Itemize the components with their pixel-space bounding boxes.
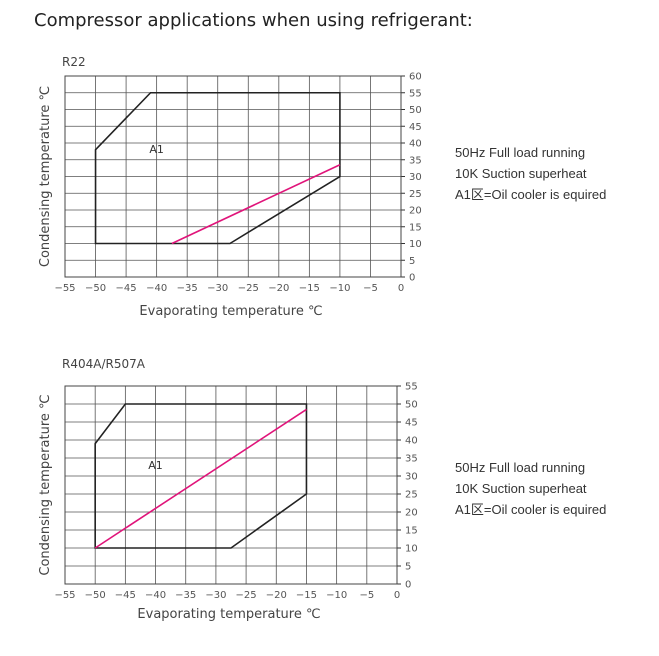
x-tick-label: −30: [205, 590, 226, 601]
x-tick-label: −25: [238, 283, 259, 294]
y-tick-label: 55: [409, 88, 422, 99]
operating-envelope: [94, 403, 308, 549]
x-tick-label: −55: [54, 283, 75, 294]
y-tick-label: 30: [409, 172, 422, 183]
y-tick-label: 35: [409, 155, 422, 166]
y-tick-label: 25: [405, 490, 418, 501]
chart-2: −55 −50 −45 −40 −35 −30 −25 −20 −15 −10 −5 00510152…: [38, 357, 418, 622]
y-tick-label: 25: [409, 189, 422, 200]
x-tick-label: −10: [329, 283, 350, 294]
note-item: A1区=Oil cooler is equired: [455, 502, 607, 517]
x-tick-label: −50: [85, 283, 106, 294]
x-tick-label: −40: [146, 283, 167, 294]
note-item: 50Hz Full load running: [455, 145, 586, 160]
y-tick-label: 45: [405, 418, 418, 429]
note-item: 50Hz Full load running: [455, 460, 586, 475]
page-title: Compressor applications when using refri…: [34, 10, 473, 31]
operating-envelope: [94, 91, 341, 245]
y-tick-label: 55: [405, 382, 418, 393]
x-tick-label: −15: [299, 283, 320, 294]
y-tick-label: 15: [405, 526, 418, 537]
plot-frame: [64, 75, 402, 278]
x-tick-label: −20: [268, 283, 289, 294]
y-tick-label: 5: [405, 562, 411, 573]
x-tick-label: −35: [177, 283, 198, 294]
x-tick-label: −50: [85, 590, 106, 601]
note-item: A1区=Oil cooler is equired: [455, 187, 607, 202]
chart-2-notes: 50Hz Full load running 10K Suction super…: [455, 457, 606, 520]
note-item: 10K Suction superheat: [455, 481, 587, 496]
y-tick-label: 45: [409, 122, 422, 133]
x-tick-label: −40: [145, 590, 166, 601]
oil-cooler-line: [171, 164, 341, 245]
y-tick-label: 40: [405, 436, 418, 447]
x-tick-label: −20: [266, 590, 287, 601]
region-label: A1: [149, 143, 164, 156]
y-axis-title: Condensing temperature ℃: [38, 86, 53, 267]
oil-cooler-line: [94, 408, 307, 549]
x-tick-label: −5: [363, 283, 378, 294]
x-axis-title: Evaporating temperature ℃: [139, 304, 322, 319]
y-tick-label: 60: [409, 72, 422, 83]
y-tick-label: 5: [409, 256, 415, 267]
y-tick-label: 35: [405, 454, 418, 465]
x-tick-label: −35: [175, 590, 196, 601]
refrigerant-label: R22: [62, 55, 86, 69]
y-tick-label: 40: [409, 139, 422, 150]
x-tick-label: −45: [115, 590, 136, 601]
chart-1: −55 −50 −45 −40 −35 −30 −25 −20 −15 −10 −5 00510152…: [38, 55, 422, 319]
y-tick-label: 50: [405, 400, 418, 411]
y-tick-label: 10: [409, 239, 422, 250]
x-tick-label: −55: [54, 590, 75, 601]
chart-1-notes: 50Hz Full load running 10K Suction super…: [455, 142, 606, 205]
x-tick-label: 0: [394, 590, 400, 601]
x-tick-label: −10: [326, 590, 347, 601]
x-tick-label: −25: [236, 590, 257, 601]
y-axis-title: Condensing temperature ℃: [38, 394, 53, 575]
y-tick-label: 20: [405, 508, 418, 519]
plot-frame: [64, 385, 398, 585]
y-tick-label: 30: [405, 472, 418, 483]
y-tick-label: 15: [409, 222, 422, 233]
x-tick-label: −45: [116, 283, 137, 294]
y-tick-label: 20: [409, 206, 422, 217]
x-axis-title: Evaporating temperature ℃: [137, 607, 320, 622]
y-tick-label: 0: [405, 580, 411, 591]
x-tick-label: −5: [359, 590, 374, 601]
y-tick-label: 10: [405, 544, 418, 555]
note-item: 10K Suction superheat: [455, 166, 587, 181]
x-tick-label: −15: [296, 590, 317, 601]
y-tick-label: 50: [409, 105, 422, 116]
y-tick-label: 0: [409, 273, 415, 284]
refrigerant-label: R404A/R507A: [62, 357, 146, 371]
x-tick-label: −30: [207, 283, 228, 294]
region-label: A1: [148, 459, 163, 472]
x-tick-label: 0: [398, 283, 404, 294]
